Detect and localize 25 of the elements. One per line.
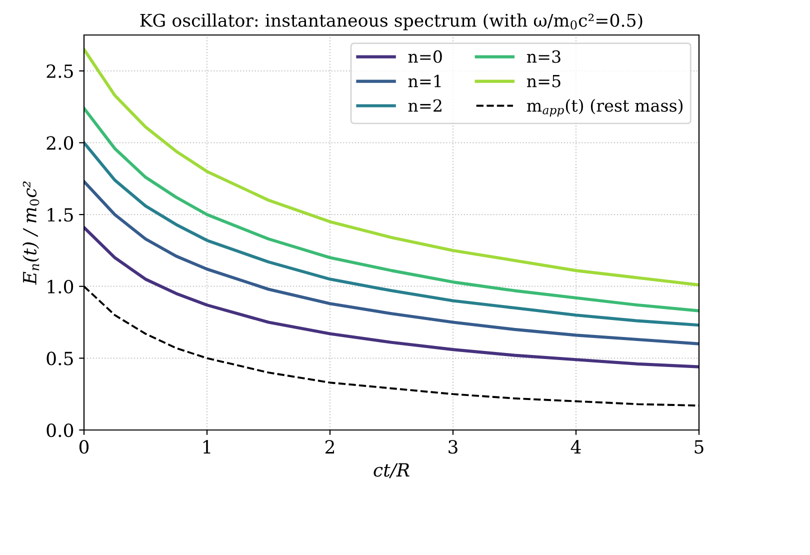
- y-tick-label: 1.5: [48, 208, 73, 222]
- legend-label: n=3: [526, 50, 560, 63]
- x-tick-label: 4: [570, 440, 581, 454]
- line-series: [84, 180, 699, 346]
- y-tick-label: 1.0: [48, 280, 74, 294]
- x-tick-label: 3: [448, 440, 458, 454]
- legend-label: m$_{app}$(t) (rest mass): [526, 98, 683, 117]
- legend-label: n=0: [408, 50, 442, 63]
- y-tick-label: 2.5: [46, 64, 73, 78]
- x-tick-label: 0: [79, 440, 89, 454]
- y-tick-label: 2.0: [46, 136, 74, 150]
- x-tick-label: 1: [203, 440, 210, 454]
- legend-label: n=2: [408, 99, 442, 112]
- line-series: [84, 226, 699, 368]
- x-tick-label: 2: [325, 440, 334, 454]
- x-tick-label: 5: [694, 440, 704, 454]
- y-tick-label: 0.0: [46, 423, 74, 438]
- legend-label: n=5: [526, 74, 560, 88]
- line-series: [84, 141, 699, 327]
- chart-title: KG oscillator: instantaneous spectrum (with ω/m$_{0}$c²=0.5): [140, 13, 642, 30]
- y-tick-label: 0.5: [46, 352, 73, 366]
- x-axis-title: ct/R: [374, 463, 410, 478]
- legend-label: n=1: [408, 74, 441, 88]
- y-axis-title: E$_{n}$(t) / m$_{0}$c²: [22, 181, 40, 285]
- line-series: [84, 48, 699, 286]
